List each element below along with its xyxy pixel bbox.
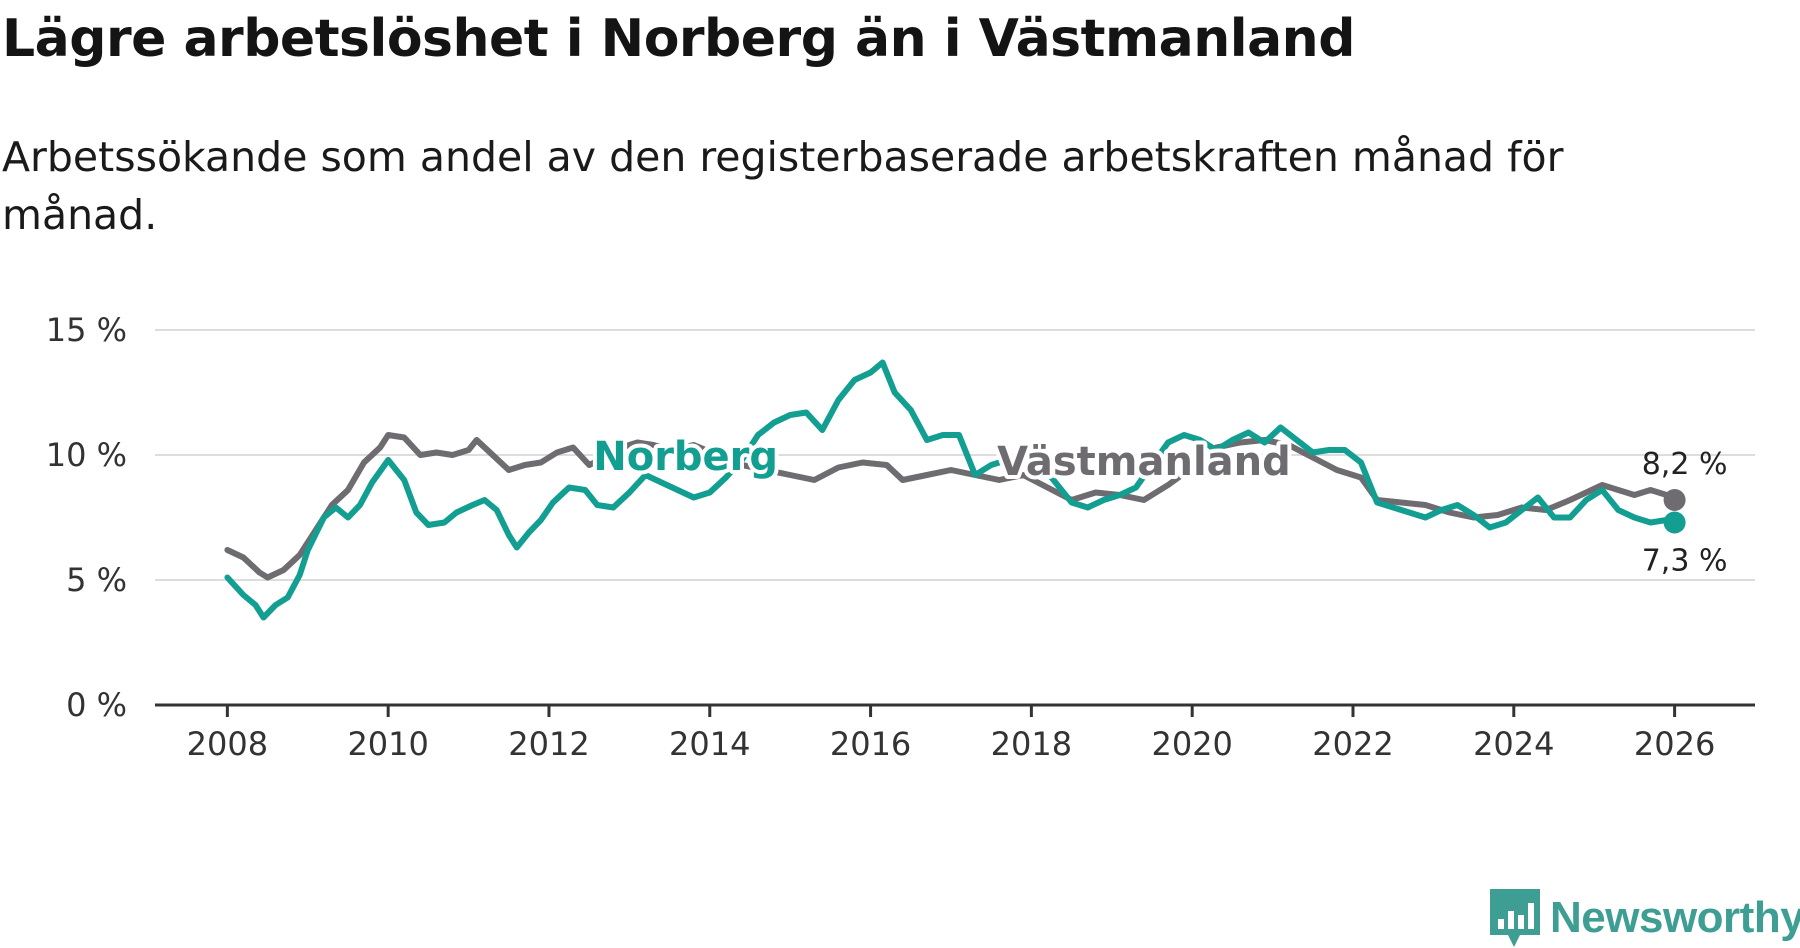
chart-title: Lägre arbetslöshet i Norberg än i Västma… (2, 9, 1355, 69)
series-labels: Västmanland 8,2 % Norberg 7,3 % (589, 430, 1728, 579)
end-value-label-norberg: 7,3 % (1642, 544, 1728, 579)
y-tick-label: 0 % (66, 686, 127, 724)
x-tick-label: 2016 (830, 725, 911, 763)
x-tick-label: 2010 (347, 725, 428, 763)
y-axis-ticks: 0 % 5 % 10 % 15 % (46, 311, 127, 724)
y-tick-label: 15 % (46, 311, 127, 349)
chart-subtitle: Arbetssökande som andel av den registerb… (2, 133, 1564, 239)
x-tick-label: 2008 (187, 725, 268, 763)
series-line-norberg (224, 359, 1678, 621)
x-tick-label: 2024 (1473, 725, 1554, 763)
newsworthy-chart-icon (1490, 889, 1540, 947)
logo-text: Newsworthy (1550, 893, 1800, 942)
series-label-norberg: Norberg (593, 434, 778, 480)
y-tick-label: 5 % (66, 561, 127, 599)
newsworthy-logo: Newsworthy (1490, 888, 1800, 948)
x-tick-label: 2020 (1151, 725, 1232, 763)
end-marker-norberg (1663, 511, 1686, 534)
x-axis-ticks: 2008 2010 2012 2014 2016 2018 2020 2022 2024 2026 (187, 705, 1715, 763)
series-label-vastmanland: Västmanland (997, 439, 1291, 485)
y-tick-label: 10 % (46, 436, 127, 474)
x-tick-label: 2014 (669, 725, 750, 763)
series-lines (224, 359, 1686, 621)
end-value-label-vastmanland: 8,2 % (1642, 447, 1728, 482)
line-chart: 0 %5 %10 %15 % 2008 2010 2012 2014 2016 2018 2… (46, 311, 1755, 763)
x-tick-label: 2018 (991, 725, 1072, 763)
end-marker-vastmanland (1663, 489, 1686, 511)
x-tick-label: 2022 (1312, 725, 1393, 763)
x-tick-label: 2026 (1634, 725, 1715, 763)
x-tick-label: 2012 (508, 725, 589, 763)
